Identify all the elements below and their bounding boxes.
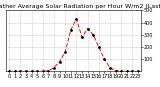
Title: Milwaukee Weather Average Solar Radiation per Hour W/m2 (Last 24 Hours): Milwaukee Weather Average Solar Radiatio… [0, 4, 160, 9]
